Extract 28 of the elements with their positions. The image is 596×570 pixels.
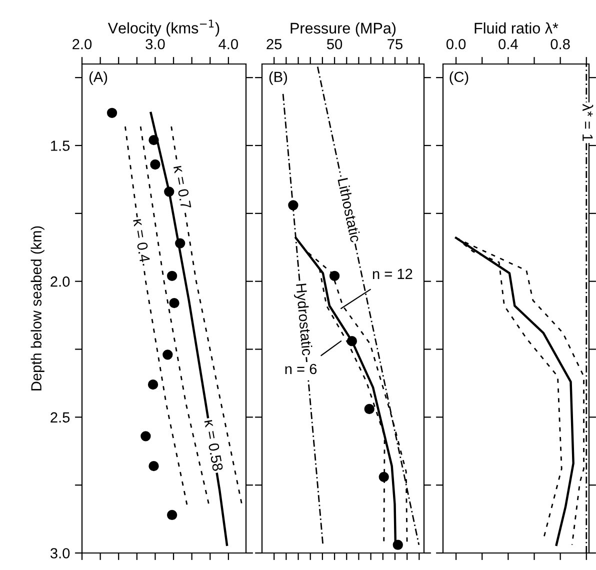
annotation: (A) <box>89 71 108 85</box>
x-tick-label: 0.0 <box>446 38 466 50</box>
annotation: n = 12 <box>372 268 412 279</box>
x-tick-label: 2.0 <box>72 38 92 50</box>
annotation: (B) <box>269 71 288 85</box>
x-tick-label: 25 <box>266 38 282 50</box>
text: κ = 0.4 <box>133 218 150 263</box>
text: Lithostatic <box>338 178 362 243</box>
y-tick-label: 1.5 <box>51 140 70 151</box>
annotation: n = 6 <box>285 364 317 374</box>
y-axis-title: Depth below seabed (km) <box>30 226 44 390</box>
chart-title: Fluid ratio λ* <box>474 22 558 34</box>
chart-title: Velocity (kms$^{−1}$) <box>108 20 220 37</box>
x-tick-label: 50 <box>327 38 342 50</box>
y-tick-label: 2.5 <box>50 412 70 423</box>
x-tick-label: 0.4 <box>498 38 518 50</box>
text: κ = 0.7 <box>173 165 192 210</box>
x-tick-label: 75 <box>388 39 402 50</box>
x-tick-label: 4.0 <box>218 38 238 50</box>
x-tick-label: 3.0 <box>146 38 165 50</box>
text: κ = 0.58 <box>204 420 224 472</box>
chart-title: Pressure (MPa) <box>290 22 396 37</box>
y-tick-label: 2.0 <box>50 276 70 287</box>
y-tick-label: 3.0 <box>50 548 70 558</box>
annotation: (C) <box>450 71 468 85</box>
ref-line-label: λ* = 1 <box>582 104 594 141</box>
x-tick-label: 0.8 <box>550 38 570 50</box>
text: Hydrostatic <box>293 284 313 356</box>
